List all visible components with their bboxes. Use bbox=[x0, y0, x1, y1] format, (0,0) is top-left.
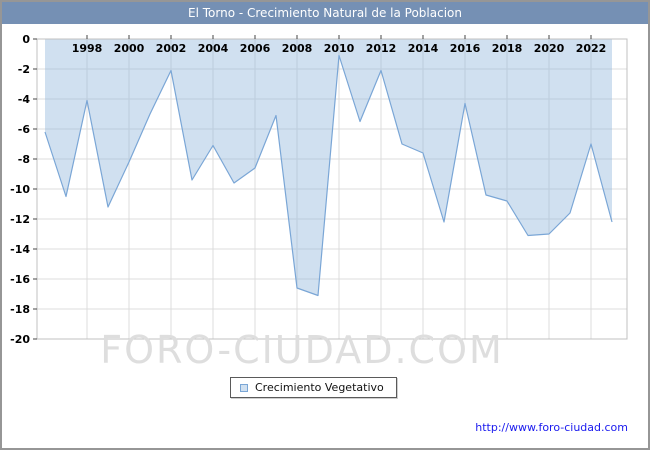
svg-text:-20: -20 bbox=[10, 333, 30, 346]
svg-text:2022: 2022 bbox=[576, 42, 607, 55]
svg-text:2004: 2004 bbox=[198, 42, 229, 55]
svg-text:2020: 2020 bbox=[534, 42, 565, 55]
svg-text:-4: -4 bbox=[18, 93, 31, 106]
legend-swatch-icon bbox=[240, 383, 248, 392]
svg-text:-12: -12 bbox=[10, 213, 30, 226]
svg-text:-18: -18 bbox=[10, 303, 30, 316]
chart-title-bar: El Torno - Crecimiento Natural de la Pob… bbox=[2, 2, 648, 24]
svg-text:2006: 2006 bbox=[240, 42, 271, 55]
svg-text:-2: -2 bbox=[18, 63, 30, 76]
svg-text:1998: 1998 bbox=[72, 42, 103, 55]
svg-text:-6: -6 bbox=[18, 123, 31, 136]
legend-box: Crecimiento Vegetativo bbox=[230, 377, 397, 398]
svg-text:2012: 2012 bbox=[366, 42, 397, 55]
svg-text:-16: -16 bbox=[10, 273, 30, 286]
svg-text:2018: 2018 bbox=[492, 42, 523, 55]
chart-title: El Torno - Crecimiento Natural de la Pob… bbox=[188, 6, 462, 20]
svg-text:2008: 2008 bbox=[282, 42, 313, 55]
svg-text:2010: 2010 bbox=[324, 42, 355, 55]
svg-text:2016: 2016 bbox=[450, 42, 481, 55]
website-link[interactable]: http://www.foro-ciudad.com bbox=[475, 421, 628, 434]
svg-text:0: 0 bbox=[22, 33, 30, 46]
svg-text:-14: -14 bbox=[10, 243, 30, 256]
legend-label: Crecimiento Vegetativo bbox=[255, 381, 384, 394]
svg-text:-10: -10 bbox=[10, 183, 30, 196]
svg-text:2000: 2000 bbox=[114, 42, 145, 55]
svg-text:-8: -8 bbox=[18, 153, 30, 166]
svg-text:2014: 2014 bbox=[408, 42, 439, 55]
svg-text:2002: 2002 bbox=[156, 42, 187, 55]
